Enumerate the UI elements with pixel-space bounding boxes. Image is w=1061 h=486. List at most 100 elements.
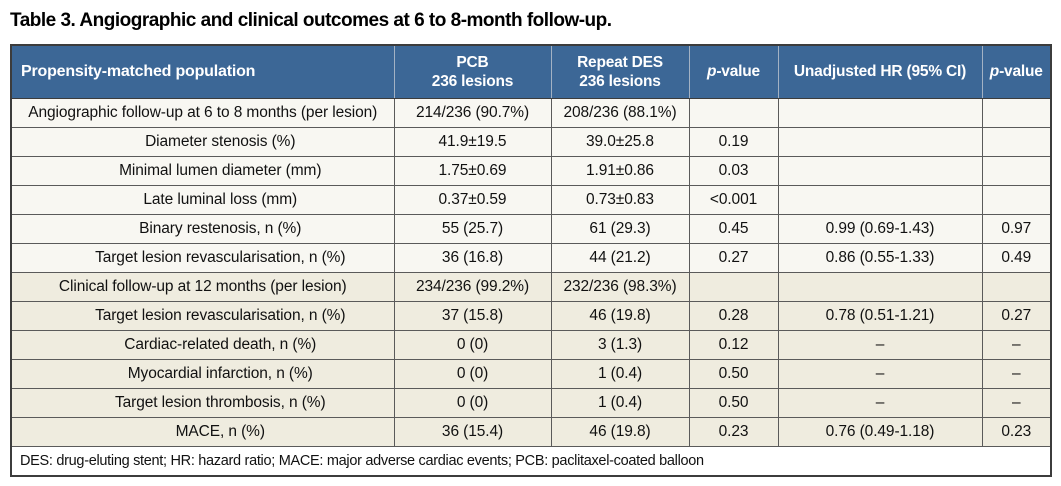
table-row: Late luminal loss (mm) 0.37±0.59 0.73±0.83…: [10, 185, 1052, 215]
cell-hr: [777, 127, 983, 157]
table-title: Table 3. Angiographic and clinical outco…: [10, 10, 612, 31]
row-label: Late luminal loss (mm): [10, 185, 395, 215]
cell-p2: –: [981, 359, 1052, 389]
cell-p2: [981, 127, 1052, 157]
cell-hr: 0.99 (0.69-1.43): [777, 214, 983, 244]
cell-pcb: 0 (0): [393, 330, 552, 360]
cell-hr: [777, 185, 983, 215]
column-header-pvalue-1: p-value: [689, 45, 779, 99]
cell-p2: –: [981, 388, 1052, 418]
table-row: Cardiac-related death, n (%) 0 (0) 3 (1.3)…: [10, 330, 1052, 360]
cell-des: 1.91±0.86: [550, 156, 690, 186]
cell-pcb: 0 (0): [393, 388, 552, 418]
cell-pcb: 36 (15.4): [393, 417, 552, 447]
row-label: Angiographic follow-up at 6 to 8 months …: [10, 98, 395, 128]
cell-des: 46 (19.8): [550, 417, 690, 447]
cell-pcb: 41.9±19.5: [393, 127, 552, 157]
cell-p2: 0.97: [981, 214, 1052, 244]
cell-hr: 0.76 (0.49-1.18): [777, 417, 983, 447]
column-header-unadjusted-hr: Unadjusted HR (95% CI): [778, 45, 983, 99]
pcb-line1: PCB: [456, 53, 489, 71]
cell-p2: 0.49: [981, 243, 1052, 273]
cell-des: 208/236 (88.1%): [550, 98, 690, 128]
cell-pcb: 36 (16.8): [393, 243, 552, 273]
cell-hr: –: [777, 388, 983, 418]
table-header: Propensity-matched population PCB 236 le…: [11, 45, 1051, 99]
cell-des: 0.73±0.83: [550, 185, 690, 215]
cell-hr: [777, 98, 983, 128]
table-row: Minimal lumen diameter (mm) 1.75±0.69 1.91…: [10, 156, 1052, 186]
row-label: Clinical follow-up at 12 months (per les…: [10, 272, 395, 302]
pvalue2-p: p: [989, 63, 1000, 81]
cell-des: 3 (1.3): [550, 330, 690, 360]
cell-p1: 0.27: [688, 243, 779, 273]
row-label: Target lesion revascularisation, n (%): [10, 243, 395, 273]
table-row: Target lesion revascularisation, n (%) 36…: [10, 243, 1052, 273]
cell-pcb: 234/236 (99.2%): [393, 272, 552, 302]
cell-p1: 0.19: [688, 127, 779, 157]
cell-hr: 0.78 (0.51-1.21): [777, 301, 983, 331]
column-header-population: Propensity-matched population: [11, 45, 395, 99]
cell-p1: 0.03: [688, 156, 779, 186]
column-header-pcb: PCB 236 lesions: [394, 45, 552, 99]
cell-pcb: 214/236 (90.7%): [393, 98, 552, 128]
cell-p1: 0.45: [688, 214, 779, 244]
cell-hr: [777, 156, 983, 186]
cell-pcb: 55 (25.7): [393, 214, 552, 244]
cell-p2: –: [981, 330, 1052, 360]
pcb-line2: 236 lesions: [431, 73, 514, 90]
table-row: Diameter stenosis (%) 41.9±19.5 39.0±25.8 0…: [10, 127, 1052, 157]
cell-p1: 0.50: [688, 359, 779, 389]
cell-p2: [981, 98, 1052, 128]
row-label: Cardiac-related death, n (%): [10, 330, 395, 360]
cell-des: 1 (0.4): [550, 388, 690, 418]
column-header-pvalue-2: p-value: [982, 45, 1051, 99]
pvalue2-rest: -value: [999, 63, 1043, 81]
row-label: Binary restenosis, n (%): [10, 214, 395, 244]
table-row: Myocardial infarction, n (%) 0 (0) 1 (0.4)…: [10, 359, 1052, 389]
column-header-repeat-des: Repeat DES 236 lesions: [551, 45, 690, 99]
cell-pcb: 0 (0): [393, 359, 552, 389]
cell-des: 232/236 (98.3%): [550, 272, 690, 302]
cell-p1: 0.28: [688, 301, 779, 331]
table-row: Binary restenosis, n (%) 55 (25.7) 61 (29.…: [10, 214, 1052, 244]
cell-p2: 0.27: [981, 301, 1052, 331]
cell-hr: [777, 272, 983, 302]
row-label: Target lesion thrombosis, n (%): [10, 388, 395, 418]
cell-pcb: 0.37±0.59: [393, 185, 552, 215]
cell-p1: [688, 272, 779, 302]
cell-p2: [981, 185, 1052, 215]
table-row: MACE, n (%) 36 (15.4) 46 (19.8) 0.23 0.76 (0…: [10, 417, 1052, 447]
cell-des: 1 (0.4): [550, 359, 690, 389]
cell-des: 46 (19.8): [550, 301, 690, 331]
table-row: Target lesion revascularisation, n (%) 37…: [10, 301, 1052, 331]
des-line2: 236 lesions: [579, 73, 661, 90]
row-label: Diameter stenosis (%): [10, 127, 395, 157]
pvalue1-rest: -value: [716, 63, 760, 81]
cell-hr: –: [777, 330, 983, 360]
cell-hr: 0.86 (0.55-1.33): [777, 243, 983, 273]
cell-p2: 0.23: [981, 417, 1052, 447]
des-line1: Repeat DES: [577, 53, 663, 71]
row-label: Myocardial infarction, n (%): [10, 359, 395, 389]
cell-p1: <0.001: [688, 185, 779, 215]
table-row: Angiographic follow-up at 6 to 8 months …: [10, 98, 1052, 128]
row-label: MACE, n (%): [10, 417, 395, 447]
cell-des: 44 (21.2): [550, 243, 690, 273]
cell-p2: [981, 272, 1052, 302]
cell-p1: [688, 98, 779, 128]
row-label: Minimal lumen diameter (mm): [10, 156, 395, 186]
table-row: Clinical follow-up at 12 months (per les…: [10, 272, 1052, 302]
abbreviations-footnote: DES: drug-eluting stent; HR: hazard rati…: [10, 446, 1052, 477]
table-footer: DES: drug-eluting stent; HR: hazard rati…: [10, 446, 1052, 477]
row-label: Target lesion revascularisation, n (%): [10, 301, 395, 331]
outcomes-table: Propensity-matched population PCB 236 le…: [10, 44, 1052, 477]
cell-p1: 0.50: [688, 388, 779, 418]
cell-p1: 0.12: [688, 330, 779, 360]
table-row: Target lesion thrombosis, n (%) 0 (0) 1 (0…: [10, 388, 1052, 418]
cell-p2: [981, 156, 1052, 186]
cell-pcb: 1.75±0.69: [393, 156, 552, 186]
cell-p1: 0.23: [688, 417, 779, 447]
pvalue1-p: p: [707, 63, 717, 81]
